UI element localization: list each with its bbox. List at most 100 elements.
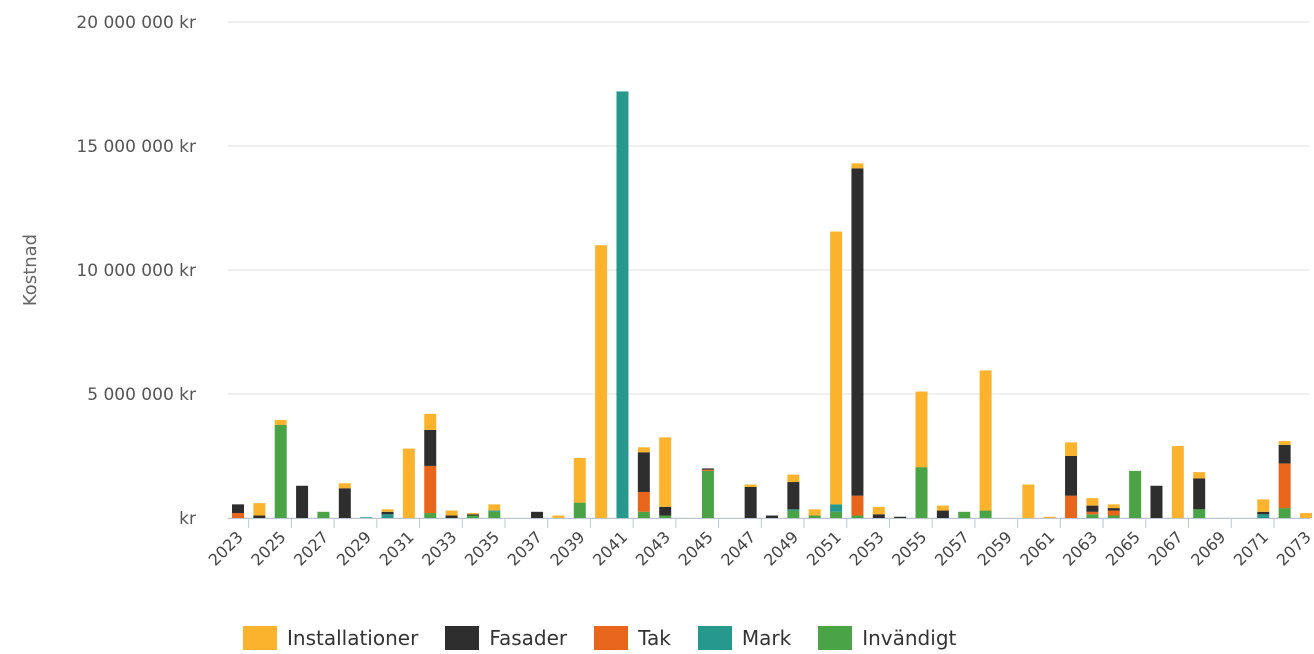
bar-segment [1193,472,1206,479]
legend-item[interactable]: Invändigt [818,626,956,650]
bar-segment [1086,514,1099,518]
bar-segment [787,510,800,518]
bar-segment [1107,515,1120,518]
bar-segment [894,516,907,518]
bar-segment [1257,514,1270,518]
legend-label: Installationer [287,626,419,650]
bar-segment [1171,446,1184,518]
bar-segment [466,513,479,515]
bar-segment [830,504,843,512]
bar-segment [1086,505,1099,512]
legend-label: Tak [638,626,671,650]
legend-swatch [243,626,277,650]
x-tick-label: 2071 [1230,527,1272,569]
bar-segment [232,504,244,514]
x-tick-label: 2025 [247,527,289,569]
bar-segment [958,511,971,518]
bar-segment [381,514,394,518]
bar-segment [830,231,843,505]
grid-lines [228,21,1310,519]
x-tick-label: 2051 [803,527,845,569]
bar-segment [1193,478,1206,510]
bar-segment [1022,484,1035,518]
x-tick-label: 2037 [504,527,546,569]
bar-segment [637,452,650,492]
bar-segment [637,447,650,453]
bar-segment [1300,513,1312,518]
bar-segment [360,517,373,518]
bar-segment [424,465,437,514]
bar-segment [338,488,351,518]
bar-segment [851,495,864,516]
bar-segment [488,504,501,511]
x-tick-label: 2045 [675,527,717,569]
bar-segment [253,515,266,518]
bar-segment [744,484,757,487]
bar-segment [637,491,650,512]
bar-segment [317,511,330,518]
x-tick-label: 2053 [845,527,887,569]
bar-segment [787,482,800,510]
bar-segment [1065,442,1078,456]
bar-segment [872,514,885,518]
y-axis-ticks: kr 5 000 000 kr 10 000 000 kr 15 000 000 kr… [76,13,196,529]
x-tick-label: 2063 [1059,527,1101,569]
y-tick-label: 15 000 000 kr [76,137,196,157]
bar-segment [402,448,415,518]
bar-segment [915,391,928,468]
x-tick-label: 2039 [546,527,588,569]
bar-segment [296,485,309,518]
bar-segment [787,509,800,511]
x-tick-label: 2055 [888,527,930,569]
bar-segment [936,505,949,511]
y-tick-label: 20 000 000 kr [76,13,196,33]
bar-segment [488,511,501,518]
bar-segment [1086,511,1099,515]
bars [232,91,1312,518]
bar-segment [1129,470,1142,518]
bar-segment [338,483,351,489]
x-tick-label: 2023 [205,527,247,569]
bar-segment [936,510,949,518]
bar-segment [488,510,501,512]
legend-item[interactable]: Mark [697,626,792,650]
bar-segment [851,168,864,496]
legend-item[interactable]: Tak [594,626,671,650]
bar-segment [701,469,714,471]
bar-segment [253,503,266,516]
legend-swatch [445,626,480,650]
bar-segment [830,511,843,518]
bar-segment [1107,510,1120,516]
x-axis: 2023 2025 2027 2029 2031 2033 2035 2037 2039 2041… [205,518,1314,570]
bar-segment [744,487,757,518]
legend-swatch [818,626,853,650]
bar-segment [616,91,629,518]
bar-segment [659,506,672,516]
legend: Installationer Fasader Tak Mark Invändigt [243,622,983,654]
y-tick-label: 10 000 000 kr [76,261,196,281]
legend-label: Invändigt [862,626,957,650]
bar-segment [808,509,821,516]
bar-segment [1065,495,1078,518]
legend-item[interactable]: Fasader [445,626,567,650]
x-tick-label: 2073 [1273,527,1314,569]
bar-segment [979,370,992,511]
x-tick-label: 2061 [1016,527,1058,569]
bar-segment [787,474,800,483]
legend-swatch [594,626,629,650]
bar-segment [1278,508,1291,518]
y-tick-label: 5 000 000 kr [87,385,196,405]
legend-label: Mark [741,626,792,650]
bar-segment [701,470,714,518]
bar-segment [659,437,672,507]
bar-segment [1107,508,1120,511]
bar-segment [531,511,544,518]
bar-segment [1086,498,1099,506]
y-tick-label: kr [179,509,196,529]
bar-segment [424,429,437,466]
bar-segment [1065,456,1078,496]
legend-item[interactable]: Installationer [243,626,418,650]
x-tick-label: 2029 [333,527,375,569]
bar-segment [1278,444,1291,464]
bar-segment [232,513,244,518]
